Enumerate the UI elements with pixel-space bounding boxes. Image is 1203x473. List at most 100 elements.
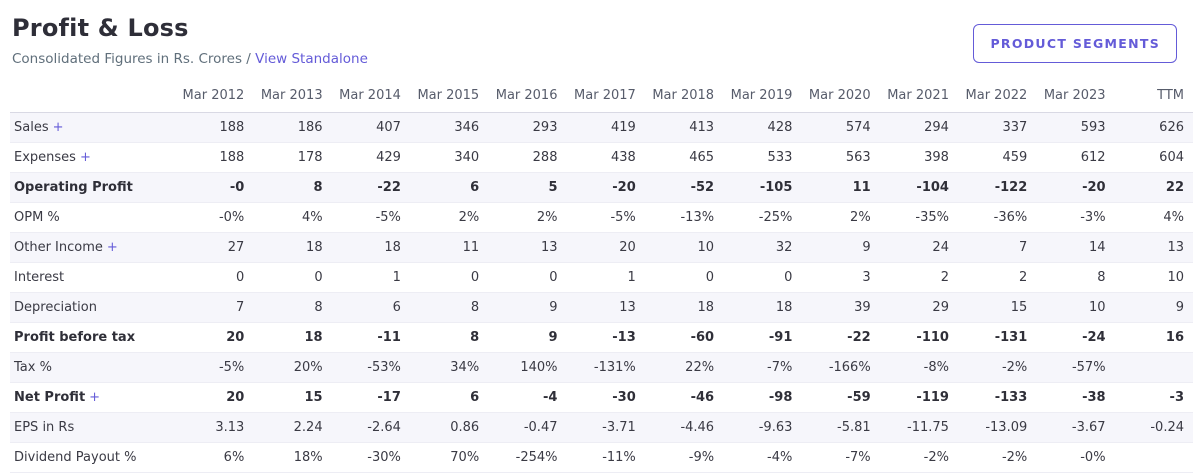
period-column-header: Mar 2020	[801, 81, 880, 113]
row-label-cell: Operating Profit	[10, 172, 175, 203]
value-cell: 18	[331, 232, 410, 263]
value-cell: 626	[1114, 112, 1193, 143]
value-cell: 2	[957, 262, 1037, 293]
value-cell: -52	[644, 172, 724, 203]
value-cell: 6	[409, 382, 489, 413]
value-cell: 293	[488, 112, 567, 143]
value-cell: 16	[1114, 322, 1193, 353]
expand-row-button[interactable]: +	[106, 240, 118, 255]
table-row: Profit before tax 20 18 -11 8 9 -13 -60 -91 -22 -1…	[10, 322, 1193, 353]
view-standalone-link[interactable]: View Standalone	[255, 51, 368, 67]
value-cell: -3%	[1036, 202, 1115, 233]
value-cell: 346	[409, 112, 489, 143]
value-cell: 15	[957, 292, 1037, 323]
value-cell: -20	[1036, 172, 1115, 203]
row-label-text: Tax %	[14, 360, 52, 375]
value-cell: -22	[801, 322, 880, 353]
value-cell: 0	[723, 262, 802, 293]
table-header-row: Mar 2012 Mar 2013 Mar 2014 Mar 2015 Mar 2016…	[10, 81, 1193, 113]
value-cell: -0.24	[1114, 412, 1193, 443]
table-row: Interest 0 0 1 0 0 1 0 0 3 2 2 8 10	[10, 262, 1193, 293]
value-cell: -5.81	[801, 412, 880, 443]
value-cell: -131%	[566, 352, 645, 383]
value-cell: -5%	[566, 202, 645, 233]
value-cell: -131	[957, 322, 1037, 353]
value-cell: 2.24	[253, 412, 332, 443]
value-cell: 459	[957, 142, 1037, 173]
period-column-header: Mar 2014	[331, 81, 410, 113]
value-cell: 9	[1114, 292, 1193, 323]
value-cell: 0	[488, 262, 567, 293]
value-cell: -7%	[723, 352, 802, 383]
value-cell: 337	[957, 112, 1037, 143]
value-cell: -20	[566, 172, 645, 203]
value-cell: -3	[1114, 382, 1193, 413]
value-cell: 14	[1036, 232, 1115, 263]
value-cell: -0%	[175, 202, 254, 233]
value-cell: 13	[1114, 232, 1193, 263]
table-row: Net Profit +20 15 -17 6 -4 -30 -46 -98 -59 -119 -13…	[10, 382, 1193, 413]
product-segments-button[interactable]: PRODUCT SEGMENTS	[973, 24, 1177, 63]
value-cell: 1	[331, 262, 410, 293]
value-cell: 0	[409, 262, 489, 293]
value-cell: 186	[253, 112, 332, 143]
value-cell: 15	[253, 382, 332, 413]
period-column-header: Mar 2012	[175, 81, 254, 113]
title-block: Profit & Loss Consolidated Figures in Rs…	[12, 14, 368, 67]
value-cell: -0.47	[488, 412, 567, 443]
value-cell: 13	[566, 292, 645, 323]
value-cell: 2%	[488, 202, 567, 233]
value-cell: 10	[644, 232, 724, 263]
value-cell: -91	[723, 322, 802, 353]
value-cell: 2	[879, 262, 958, 293]
value-cell: 6	[331, 292, 410, 323]
value-cell: 22	[1114, 172, 1193, 203]
row-label-cell: Other Income +	[10, 232, 175, 263]
value-cell: -24	[1036, 322, 1115, 353]
value-cell: 20	[175, 382, 254, 413]
value-cell: -53%	[331, 352, 410, 383]
value-cell: -104	[879, 172, 958, 203]
value-cell: 429	[331, 142, 410, 173]
value-cell	[1114, 352, 1193, 383]
table-row: OPM % -0% 4% -5% 2% 2% -5% -13% -25% 2% -35% -36% -3…	[10, 202, 1193, 233]
row-label-cell: Sales +	[10, 112, 175, 143]
value-cell: 8	[409, 292, 489, 323]
value-cell: 10	[1114, 262, 1193, 293]
value-cell: 0	[253, 262, 332, 293]
value-cell: 294	[879, 112, 958, 143]
value-cell: -30	[566, 382, 645, 413]
value-cell: 465	[644, 142, 724, 173]
value-cell: -36%	[957, 202, 1037, 233]
value-cell: 3	[801, 262, 880, 293]
page-title: Profit & Loss	[12, 14, 189, 42]
row-label-cell: EPS in Rs	[10, 412, 175, 443]
value-cell: 612	[1036, 142, 1115, 173]
value-cell: 8	[253, 172, 332, 203]
section-header: Profit & Loss Consolidated Figures in Rs…	[10, 14, 1193, 67]
row-label-text: Net Profit	[14, 390, 86, 405]
value-cell: 413	[644, 112, 724, 143]
value-cell: -8%	[879, 352, 958, 383]
expand-row-button[interactable]: +	[52, 120, 64, 135]
period-column-header: Mar 2019	[723, 81, 802, 113]
row-label-text: OPM %	[14, 210, 60, 225]
value-cell: -4	[488, 382, 567, 413]
period-column-header: Mar 2021	[879, 81, 958, 113]
expand-row-button[interactable]: +	[89, 390, 101, 405]
subtitle-text: Consolidated Figures in Rs. Crores /	[12, 51, 251, 67]
expand-row-button[interactable]: +	[79, 150, 91, 165]
value-cell: -25%	[723, 202, 802, 233]
value-cell: 34%	[409, 352, 489, 383]
table-row: Expenses +188 178 429 340 288 438 465 533 563 398 4…	[10, 142, 1193, 173]
table-body: Sales +188 186 407 346 293 419 413 428 574 294 337 5…	[10, 112, 1193, 473]
value-cell: 9	[488, 292, 567, 323]
value-cell: 18	[253, 322, 332, 353]
row-label-cell: Depreciation	[10, 292, 175, 323]
value-cell: 11	[409, 232, 489, 263]
row-label-cell: Expenses +	[10, 142, 175, 173]
row-label-text: Interest	[14, 270, 65, 285]
value-cell: 9	[801, 232, 880, 263]
value-cell: -11.75	[879, 412, 958, 443]
